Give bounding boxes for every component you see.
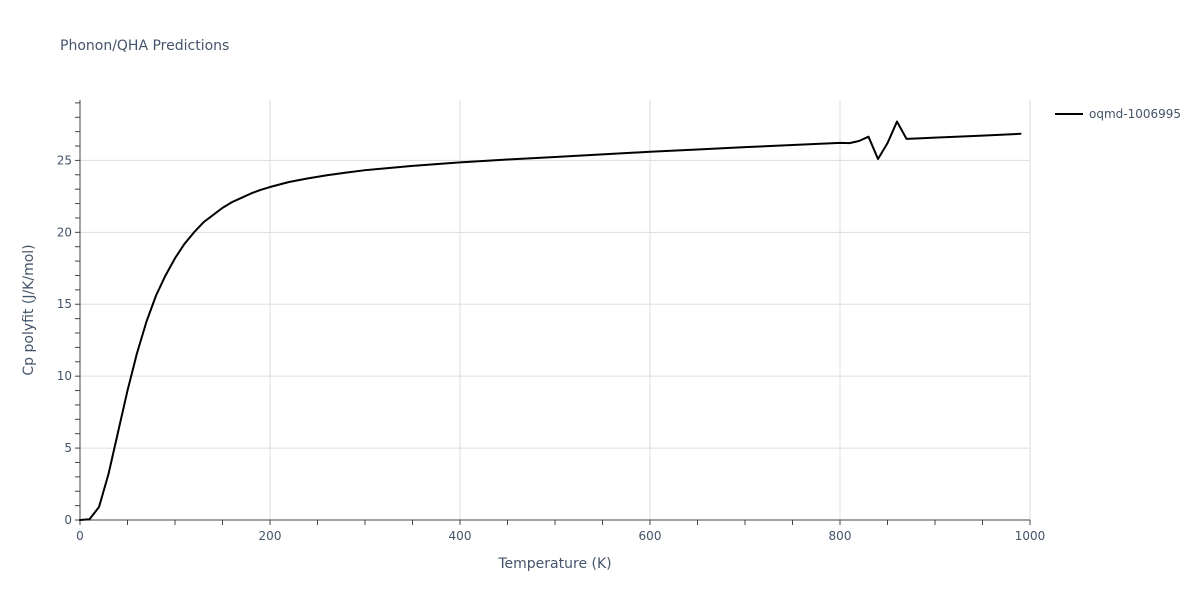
y-tick-label: 15: [57, 297, 72, 311]
x-tick-label: 400: [449, 529, 472, 543]
chart-title: Phonon/QHA Predictions: [60, 38, 229, 54]
x-tick-label: 0: [76, 529, 84, 543]
x-tick-label: 800: [829, 529, 852, 543]
y-tick-label: 20: [57, 225, 72, 239]
legend[interactable]: oqmd-1006995: [1055, 107, 1181, 121]
legend-label: oqmd-1006995: [1089, 107, 1181, 121]
x-axis-title: Temperature (K): [497, 556, 611, 572]
y-tick-label: 5: [64, 441, 72, 455]
y-tick-label: 25: [57, 153, 72, 167]
grid-layer: [80, 100, 1031, 520]
y-axis-title: Cp polyfit (J/K/mol): [21, 244, 37, 375]
y-tick-label: 0: [64, 513, 72, 527]
y-tick-label: 10: [57, 369, 72, 383]
x-tick-label: 1000: [1015, 529, 1046, 543]
x-tick-label: 600: [639, 529, 662, 543]
x-tick-label: 200: [259, 529, 282, 543]
axes-layer: 0 200 400 600 800 1000 0 5 10 15 20 25: [57, 100, 1046, 543]
series-layer: [79, 120, 1022, 521]
series-line: [79, 120, 1022, 521]
